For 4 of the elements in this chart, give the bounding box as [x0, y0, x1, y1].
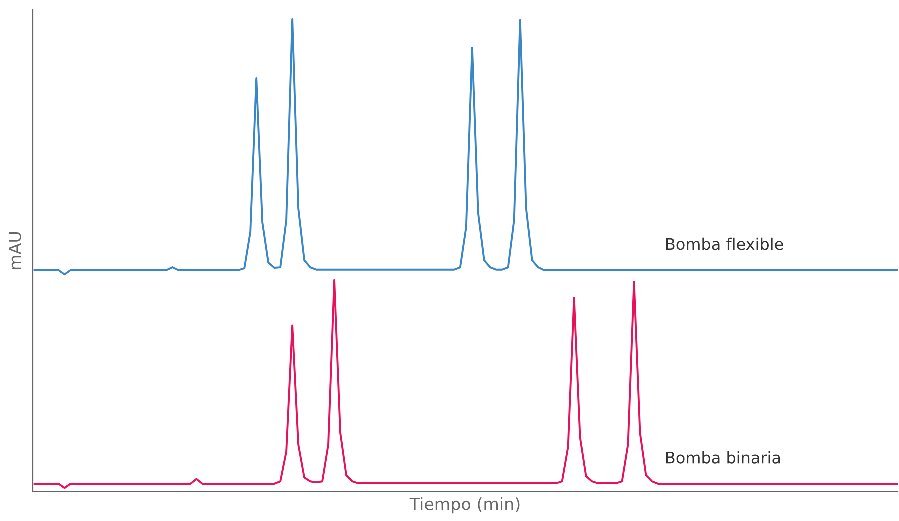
series-label: Bomba flexible: [666, 238, 784, 250]
x-axis-title: Tiempo (min): [410, 498, 520, 514]
y-axis-title: mAU: [9, 232, 22, 270]
series-label: Bomba binaria: [666, 451, 780, 464]
